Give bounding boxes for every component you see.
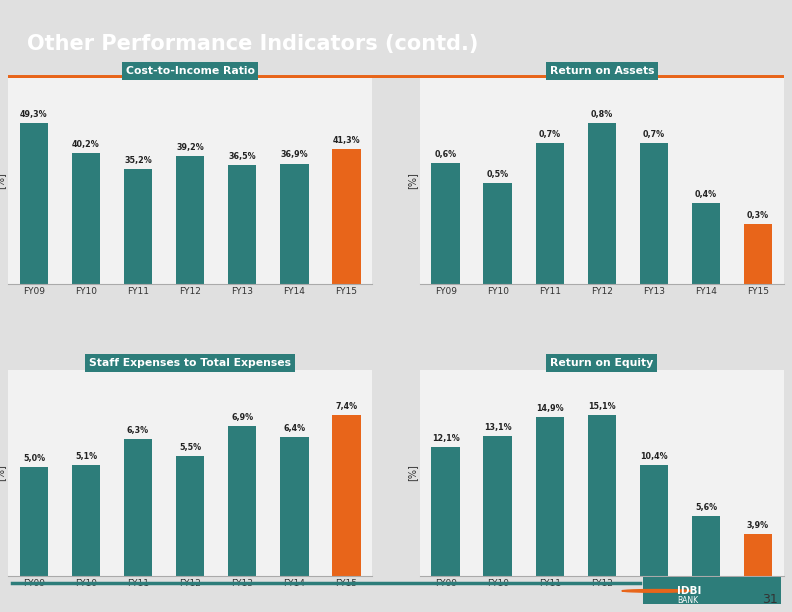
Text: 5,0%: 5,0% xyxy=(23,454,45,463)
Bar xyxy=(332,415,360,576)
Text: 36,9%: 36,9% xyxy=(280,151,308,160)
Text: 5,5%: 5,5% xyxy=(179,444,201,452)
Bar xyxy=(124,439,152,576)
Bar xyxy=(744,534,772,576)
Bar xyxy=(744,223,772,284)
Bar xyxy=(432,447,460,576)
Text: Other Performance Indicators (contd.): Other Performance Indicators (contd.) xyxy=(28,34,478,53)
Title: Cost-to-Income Ratio: Cost-to-Income Ratio xyxy=(126,66,254,76)
Bar xyxy=(691,517,720,576)
Bar xyxy=(535,143,564,284)
Bar xyxy=(588,123,616,284)
Bar xyxy=(72,153,101,284)
Text: 5,6%: 5,6% xyxy=(695,503,717,512)
Bar xyxy=(176,156,204,284)
Text: 3,9%: 3,9% xyxy=(747,521,769,531)
Bar xyxy=(20,468,48,576)
Text: 0,8%: 0,8% xyxy=(591,110,613,119)
Circle shape xyxy=(622,589,691,592)
Text: IDBI: IDBI xyxy=(677,586,702,596)
Text: 6,9%: 6,9% xyxy=(231,413,253,422)
Bar xyxy=(176,457,204,576)
Text: BANK: BANK xyxy=(677,596,698,605)
Y-axis label: [%]: [%] xyxy=(0,465,5,482)
Text: 12,1%: 12,1% xyxy=(432,434,459,443)
Bar xyxy=(332,149,360,284)
Bar xyxy=(640,143,668,284)
Text: 31: 31 xyxy=(762,593,778,606)
Text: 41,3%: 41,3% xyxy=(333,136,360,145)
Title: Staff Expenses to Total Expenses: Staff Expenses to Total Expenses xyxy=(89,358,291,368)
Text: 14,9%: 14,9% xyxy=(536,405,564,413)
Text: 5,1%: 5,1% xyxy=(75,452,97,461)
Bar xyxy=(643,577,781,605)
Y-axis label: [%]: [%] xyxy=(407,173,417,189)
Text: 0,3%: 0,3% xyxy=(747,211,769,220)
Bar xyxy=(640,465,668,576)
Text: 10,4%: 10,4% xyxy=(640,452,668,461)
Bar xyxy=(280,163,309,284)
Bar xyxy=(588,415,616,576)
Text: 0,7%: 0,7% xyxy=(539,130,561,139)
Bar xyxy=(280,437,309,576)
Bar xyxy=(483,436,512,576)
Y-axis label: [%]: [%] xyxy=(407,465,417,482)
Text: 0,6%: 0,6% xyxy=(435,151,457,159)
Text: 36,5%: 36,5% xyxy=(228,152,256,161)
Text: 13,1%: 13,1% xyxy=(484,424,512,433)
Text: 35,2%: 35,2% xyxy=(124,156,152,165)
Text: 6,4%: 6,4% xyxy=(284,424,305,433)
Bar xyxy=(20,123,48,284)
Text: 0,5%: 0,5% xyxy=(487,170,508,179)
Bar xyxy=(535,417,564,576)
Bar xyxy=(432,163,460,284)
Text: 49,3%: 49,3% xyxy=(20,110,48,119)
Title: Return on Assets: Return on Assets xyxy=(550,66,654,76)
Bar xyxy=(228,165,257,284)
Text: 6,3%: 6,3% xyxy=(127,426,149,435)
Y-axis label: [%]: [%] xyxy=(0,173,5,189)
Text: 39,2%: 39,2% xyxy=(177,143,204,152)
Text: 15,1%: 15,1% xyxy=(588,402,615,411)
Bar xyxy=(483,184,512,284)
Bar xyxy=(228,426,257,576)
Text: 40,2%: 40,2% xyxy=(72,140,100,149)
Text: 7,4%: 7,4% xyxy=(335,402,357,411)
Text: 0,7%: 0,7% xyxy=(643,130,665,139)
Bar xyxy=(691,203,720,284)
Bar xyxy=(124,169,152,284)
Text: 0,4%: 0,4% xyxy=(695,190,717,200)
Title: Return on Equity: Return on Equity xyxy=(550,358,653,368)
Bar xyxy=(72,465,101,576)
